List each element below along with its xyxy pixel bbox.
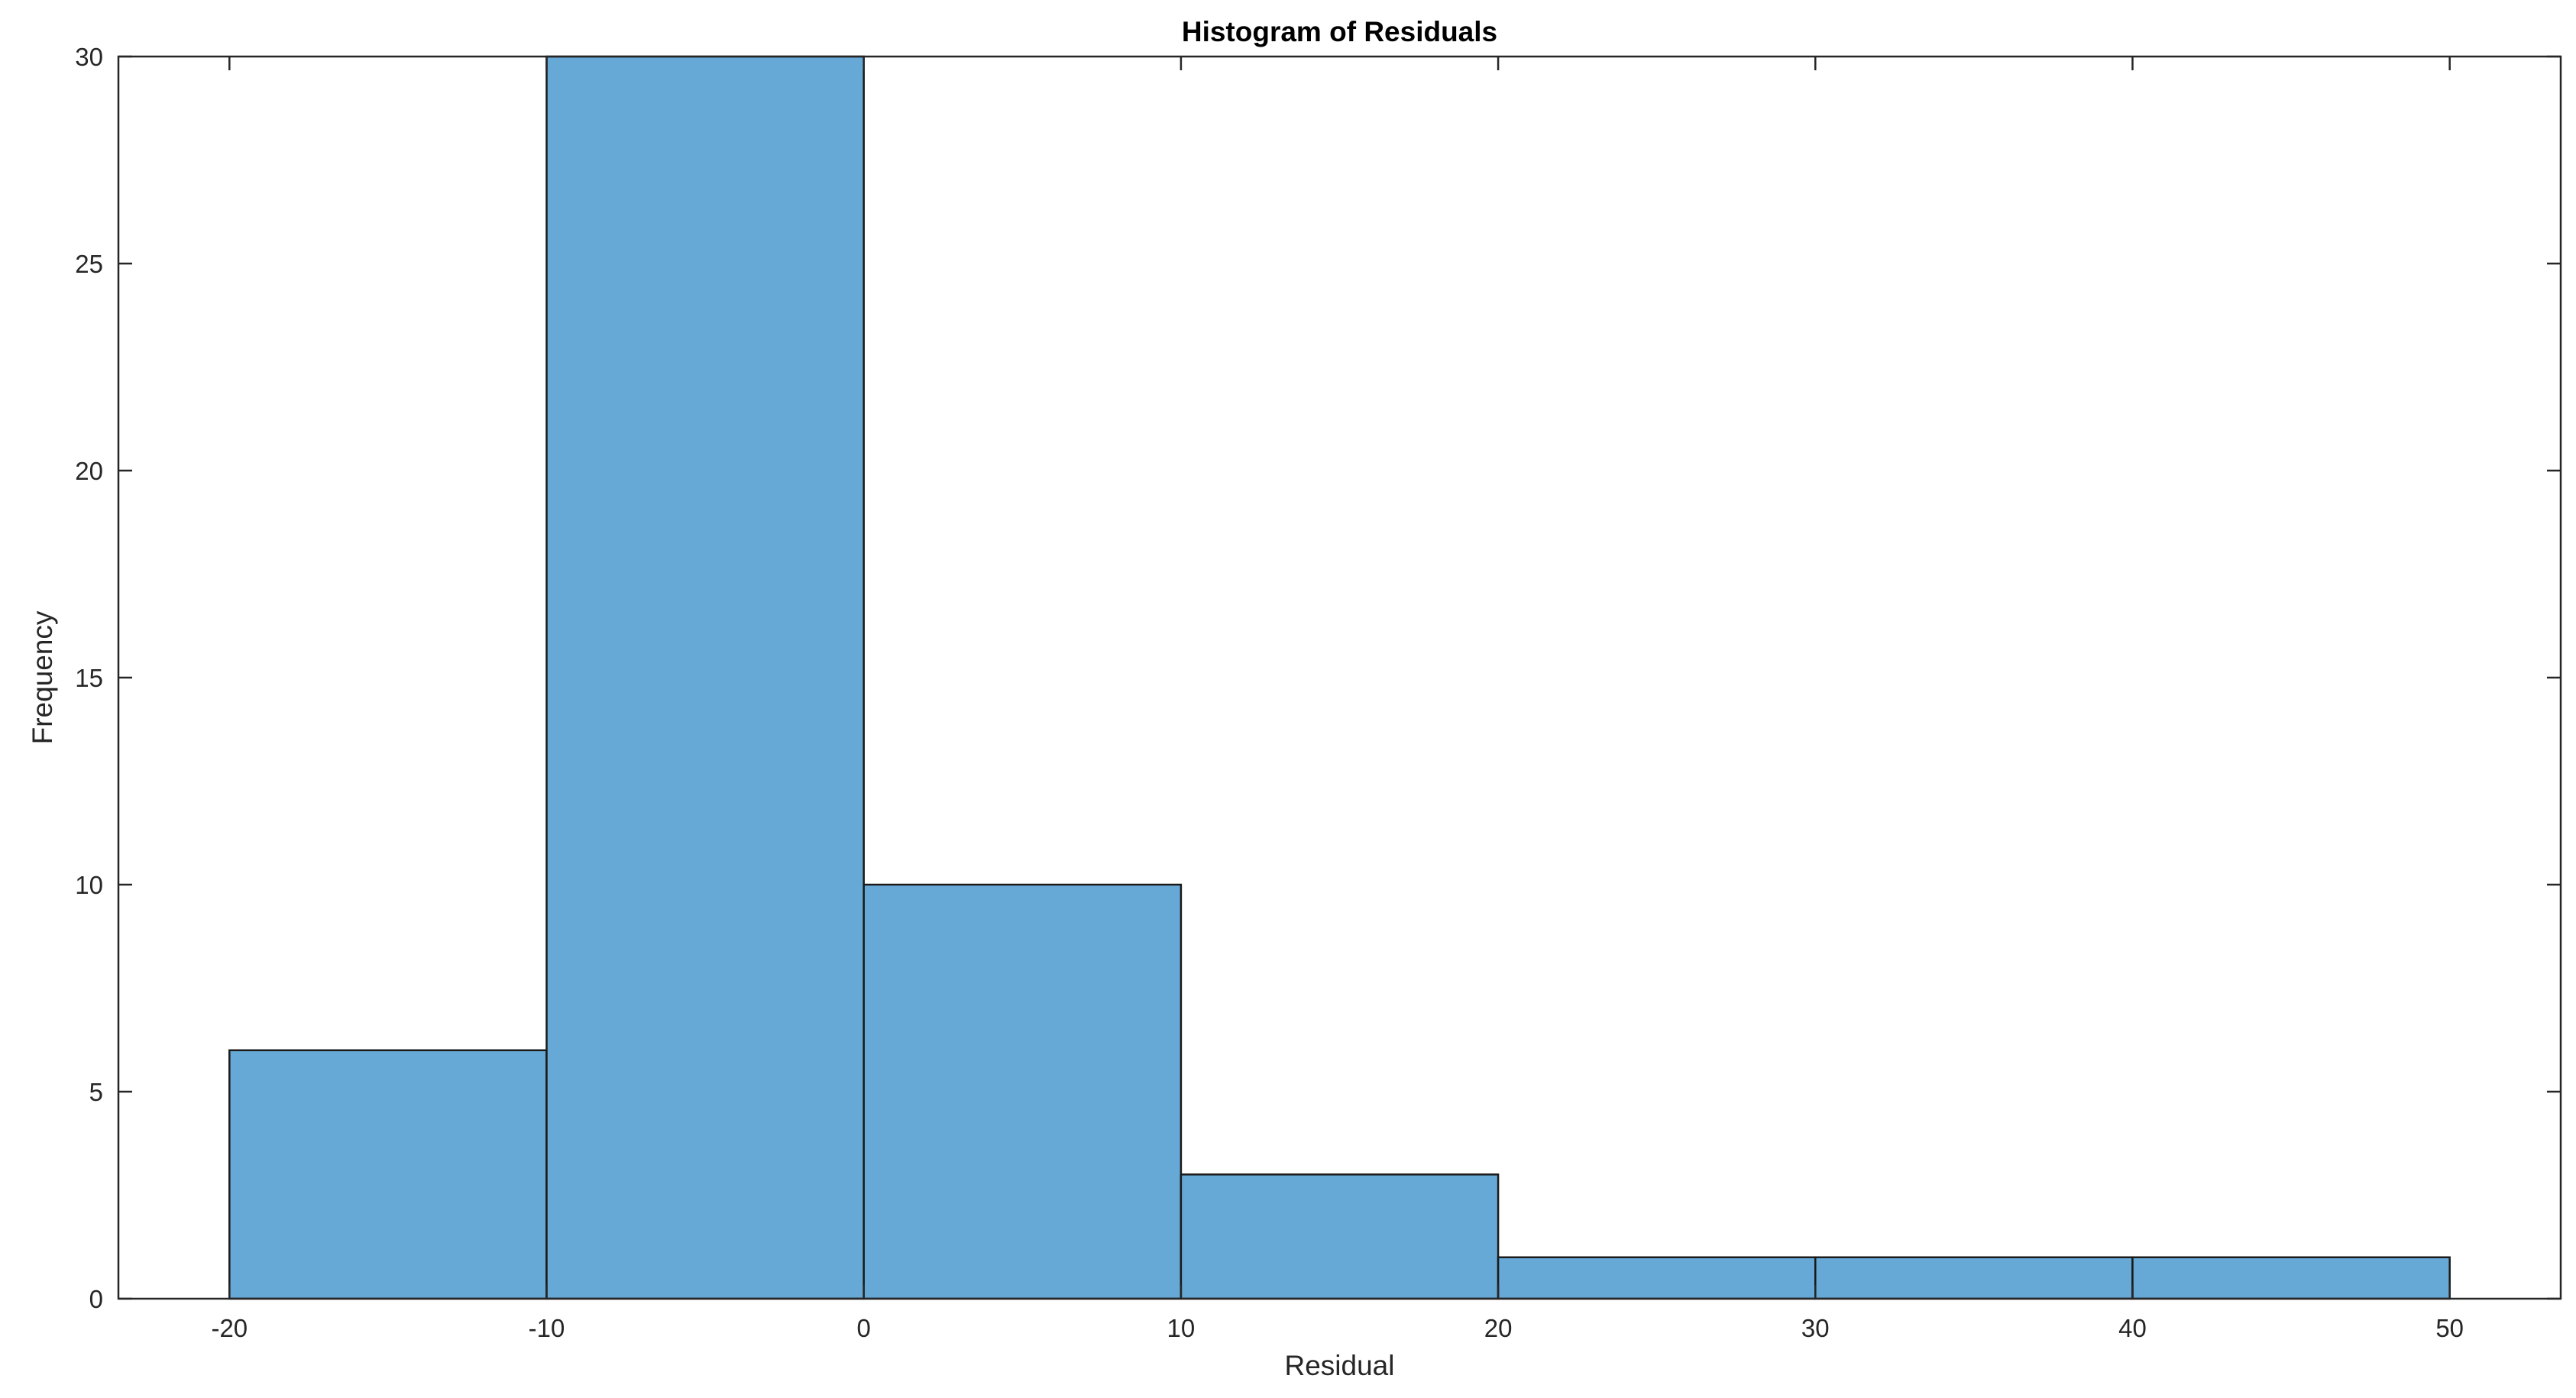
histogram-bar (862, 883, 1183, 1300)
x-tick-label: 50 (2435, 1314, 2464, 1342)
x-tick-label: 30 (1801, 1314, 1830, 1342)
x-tick-label: 20 (1484, 1314, 1513, 1342)
x-axis-title: Residual (1285, 1350, 1395, 1381)
y-tick-label: 20 (75, 457, 103, 485)
y-axis-title: Frequency (27, 610, 58, 744)
histogram-bar (2131, 1256, 2451, 1300)
x-tick-label: -20 (211, 1314, 248, 1342)
chart-title: Histogram of Residuals (1182, 16, 1497, 47)
y-tick-label: 5 (89, 1078, 103, 1106)
histogram-bar (1180, 1173, 1500, 1300)
histogram-bar (545, 55, 865, 1300)
y-tick-label: 25 (75, 250, 103, 278)
histogram-bar (1497, 1256, 1817, 1300)
x-tick-label: 0 (857, 1314, 871, 1342)
y-tick-label: 10 (75, 871, 103, 899)
x-tick-label: 10 (1167, 1314, 1196, 1342)
histogram-bar (1814, 1256, 2134, 1300)
y-tick-label: 15 (75, 664, 103, 692)
histogram-bar (228, 1049, 548, 1300)
x-tick-label: 40 (2118, 1314, 2147, 1342)
bars-group (228, 55, 2451, 1300)
ticks-group: -20 -10 0 10 20 30 40 50 0 5 10 15 20 25 30 (75, 43, 2561, 1342)
y-tick-label: 30 (75, 43, 103, 71)
x-tick-label: -10 (529, 1314, 565, 1342)
y-tick-label: 0 (89, 1285, 103, 1313)
